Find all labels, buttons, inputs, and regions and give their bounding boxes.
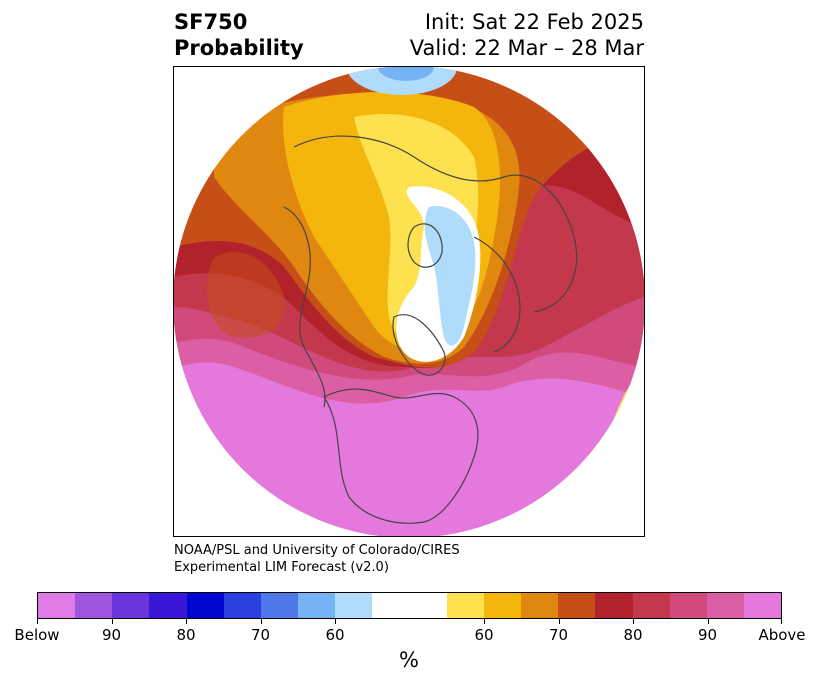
field-top-blue	[378, 67, 434, 81]
colorbar-tick	[37, 619, 38, 624]
map-mask	[174, 67, 644, 536]
field-light-blue	[424, 206, 476, 346]
polar-map-svg	[174, 67, 644, 536]
colorbar-tick-label: 70	[548, 626, 569, 644]
colorbar-tick-label: Above	[758, 626, 806, 644]
field-top-light-blue	[347, 67, 457, 95]
colorbar-segment	[743, 593, 782, 618]
init-date: Init: Sat 22 Feb 2025	[424, 10, 644, 34]
colorbar-tick	[781, 619, 782, 624]
colorbar-tick	[260, 619, 262, 624]
hudson-bay-coast	[392, 314, 446, 376]
colorbar-segment	[335, 593, 373, 618]
colorbar-tick-label: 80	[176, 626, 196, 644]
pacific-coast	[283, 206, 326, 408]
colorbar-segment	[372, 593, 410, 618]
colorbar-segment	[595, 593, 633, 618]
colorbar-tick	[335, 619, 336, 624]
colorbar-tick-label: 90	[101, 626, 122, 644]
forecast-map	[173, 66, 645, 537]
credit-text: NOAA/PSL and University of Colorado/CIRE…	[174, 542, 460, 576]
greenland-coast	[473, 236, 521, 353]
colorbar-segment	[298, 593, 336, 618]
arctic-islands-coast	[407, 223, 443, 268]
colorbar-segment	[409, 593, 447, 618]
colorbar-tick	[186, 619, 187, 624]
colorbar-tick	[707, 619, 709, 624]
probability-field	[174, 67, 644, 536]
colorbar-tick	[558, 619, 560, 624]
colorbar-tick	[633, 619, 634, 624]
colorbar-tick-label: 80	[623, 626, 643, 644]
colorbar-tick-label: 60	[325, 626, 345, 644]
colorbar-tick-label: 90	[697, 626, 718, 644]
colorbar-segment	[186, 593, 224, 618]
metric-name: Probability	[174, 36, 304, 60]
coastlines	[283, 135, 578, 524]
field-west-lobe	[206, 251, 285, 338]
credit-line-2: Experimental LIM Forecast (v2.0)	[174, 560, 389, 575]
colorbar-segment	[669, 593, 707, 618]
colorbar-segment	[38, 593, 76, 618]
colorbar-tick-label: 70	[250, 626, 271, 644]
colorbar-segment	[260, 593, 299, 618]
colorbar-segment	[446, 593, 484, 618]
valid-range: Valid: 22 Mar – 28 Mar	[409, 36, 644, 60]
colorbar-segment	[75, 593, 113, 618]
colorbar-tick	[484, 619, 485, 624]
north-america-coast	[323, 388, 479, 524]
product-name: SF750	[174, 10, 248, 34]
figure-title-right: Init: Sat 22 Feb 2025 Valid: 22 Mar – 28…	[410, 9, 644, 61]
colorbar-segment	[112, 593, 150, 618]
colorbar-tick	[111, 619, 113, 624]
colorbar-segment	[632, 593, 670, 618]
colorbar-segment	[558, 593, 596, 618]
colorbar-segment	[223, 593, 261, 618]
colorbar-tick-label: 60	[474, 626, 494, 644]
colorbar-unit: %	[399, 648, 419, 672]
colorbar-segment	[483, 593, 522, 618]
credit-line-1: NOAA/PSL and University of Colorado/CIRE…	[174, 543, 460, 558]
colorbar-tick-label: Below	[14, 626, 60, 644]
colorbar-segment	[706, 593, 744, 618]
eurasia-coast	[293, 135, 578, 313]
figure-title-left: SF750 Probability	[174, 9, 304, 61]
colorbar-segment	[521, 593, 559, 618]
colorbar-segment	[149, 593, 187, 618]
colorbar	[37, 592, 782, 619]
